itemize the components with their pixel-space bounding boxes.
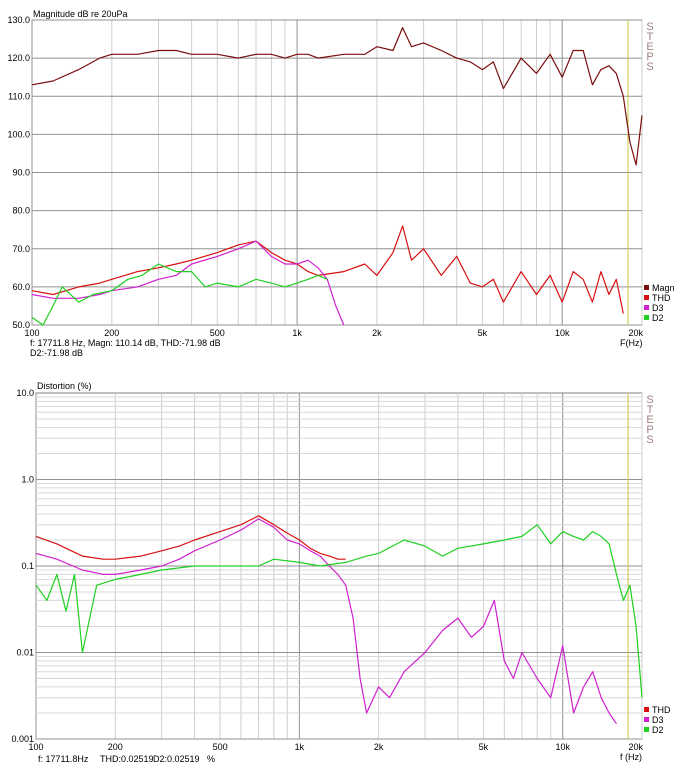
magnitude-x-tick-label: 1k — [292, 328, 302, 338]
magnitude-series-magn — [31, 27, 643, 166]
magnitude-y-tick-label: 60.0 — [12, 282, 30, 292]
distortion-watermark-letter: T — [647, 404, 654, 416]
distortion-y-tick-label: 0.1 — [21, 561, 34, 571]
magnitude-x-tick-label: 200 — [104, 328, 119, 338]
distortion-watermark-letter: S — [646, 394, 653, 406]
distortion-x-tick-label: 500 — [213, 742, 228, 752]
magnitude-x-tick-label: 100 — [24, 328, 39, 338]
distortion-legend-swatch-d3 — [644, 717, 649, 722]
magnitude-y-tick-label: 80.0 — [12, 206, 30, 216]
magnitude-legend-swatch-magn — [644, 285, 649, 290]
distortion-y-tick-label: 1.0 — [21, 475, 34, 485]
magnitude-watermark-letter: T — [647, 31, 654, 43]
magnitude-y-tick-label: 70.0 — [12, 244, 30, 254]
distortion-x-axis-label: f (Hz) — [620, 752, 642, 762]
magnitude-watermark-letter: S — [646, 61, 653, 73]
magnitude-y-tick-label: 120.0 — [7, 53, 30, 63]
magnitude-x-axis-label: F(Hz) — [620, 338, 643, 348]
distortion-x-tick-label: 20k — [628, 742, 643, 752]
magnitude-x-tick-label: 2k — [372, 328, 382, 338]
distortion-y-tick-label: 0.001 — [11, 734, 34, 744]
magnitude-legend-label-d2: D2 — [652, 313, 664, 323]
distortion-watermark-letter: P — [646, 424, 653, 436]
distortion-legend-swatch-d2 — [644, 727, 649, 732]
magnitude-x-tick-label: 10k — [555, 328, 570, 338]
magnitude-x-tick-label: 20k — [628, 328, 643, 338]
magnitude-legend-label-d3: D3 — [652, 303, 664, 313]
distortion-x-tick-label: 10k — [555, 742, 570, 752]
magnitude-readout-line1: f: 17711.8 Hz, Magn: 110.14 dB, THD:-71.… — [30, 338, 221, 348]
magnitude-y-tick-label: 130.0 — [7, 15, 30, 25]
distortion-readout-freq: f: 17711.8Hz — [38, 754, 89, 764]
distortion-readout-unit: % — [207, 754, 216, 764]
distortion-x-tick-label: 5k — [479, 742, 489, 752]
distortion-series-d2 — [35, 524, 643, 698]
distortion-y-tick-label: 10.0 — [16, 388, 34, 398]
distortion-x-tick-label: 200 — [108, 742, 123, 752]
magnitude-series-d2 — [31, 263, 328, 326]
magnitude-watermark-letter: S — [646, 21, 653, 33]
magnitude-x-tick-label: 500 — [210, 328, 225, 338]
distortion-readout-d2: D2:0.02519 — [153, 754, 200, 764]
magnitude-legend-swatch-thd — [644, 295, 649, 300]
distortion-legend-label-d2: D2 — [652, 725, 664, 735]
distortion-chart-title: Distortion (%) — [37, 381, 92, 391]
magnitude-legend-label-thd: THD — [652, 293, 671, 303]
distortion-x-tick-label: 2k — [374, 742, 384, 752]
distortion-legend-swatch-thd — [644, 707, 649, 712]
distortion-x-tick-label: 100 — [28, 742, 43, 752]
distortion-y-tick-label: 0.01 — [16, 648, 34, 658]
distortion-x-tick-label: 1k — [295, 742, 305, 752]
magnitude-legend-swatch-d2 — [644, 315, 649, 320]
distortion-series-thd — [35, 515, 346, 560]
magnitude-chart-title: Magnitude dB re 20uPa — [33, 9, 128, 19]
distortion-watermark-letter: S — [646, 434, 653, 446]
distortion-readout-thd: THD:0.02519 — [100, 754, 154, 764]
magnitude-watermark-letter: P — [646, 51, 653, 63]
distortion-legend-label-d3: D3 — [652, 715, 664, 725]
magnitude-y-tick-label: 50.0 — [12, 320, 30, 330]
distortion-series-d3 — [35, 518, 617, 725]
magnitude-legend-swatch-d3 — [644, 305, 649, 310]
magnitude-y-tick-label: 110.0 — [8, 91, 30, 101]
magnitude-series-d3 — [31, 240, 345, 326]
magnitude-y-tick-label: 100.0 — [7, 129, 30, 139]
magnitude-readout-line2: D2:-71.98 dB — [30, 348, 84, 358]
distortion-legend-label-thd: THD — [652, 705, 671, 715]
magnitude-series-thd — [31, 225, 624, 314]
magnitude-y-tick-label: 90.0 — [12, 168, 30, 178]
magnitude-legend-label-magn: Magn — [652, 283, 675, 293]
distortion-watermark-letter: E — [646, 414, 653, 426]
magnitude-x-tick-label: 5k — [478, 328, 488, 338]
magnitude-watermark-letter: E — [646, 41, 653, 53]
